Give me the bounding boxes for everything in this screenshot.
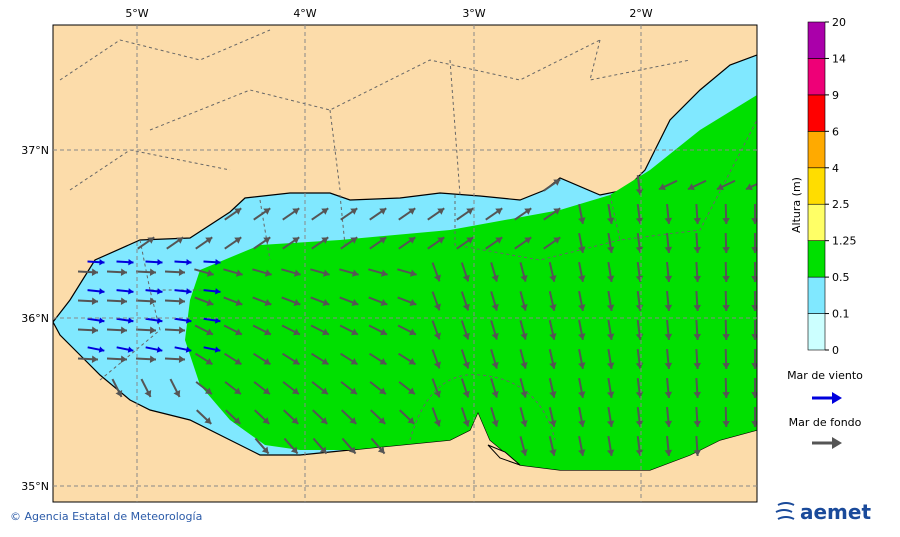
logo: aemet	[800, 500, 871, 524]
lon-label: 2°W	[629, 7, 652, 20]
colorbar-segment	[808, 131, 825, 167]
lon-label: 4°W	[293, 7, 316, 20]
logo-icon	[776, 503, 794, 519]
colorbar-segment	[808, 241, 825, 277]
colorbar-segment	[808, 168, 825, 204]
colorbar-label: 9	[832, 89, 839, 102]
colorbar: 0 0.1 0.5 1.25 2.5 4 6 9 14 20	[808, 16, 857, 357]
legend-arrow-head	[832, 437, 842, 449]
colorbar-label: 14	[832, 52, 846, 65]
colorbar-label: 1.25	[832, 235, 857, 248]
colorbar-segment	[808, 314, 825, 350]
colorbar-segment	[808, 58, 825, 94]
lat-label: 37°N	[21, 144, 49, 157]
colorbar-label: 0.1	[832, 308, 850, 321]
legend-label: Mar de fondo	[789, 416, 862, 429]
colorbar-segment	[808, 95, 825, 131]
colorbar-label: 4	[832, 162, 839, 175]
legend-label: Mar de viento	[787, 369, 863, 382]
colorbar-segment	[808, 277, 825, 313]
credit: © Agencia Estatal de Meteorología	[10, 510, 202, 523]
colorbar-label: 2.5	[832, 198, 850, 211]
colorbar-label: 20	[832, 16, 846, 29]
legend-arrow-head	[832, 392, 842, 404]
colorbar-label: 0	[832, 344, 839, 357]
lon-label: 3°W	[462, 7, 485, 20]
colorbar-segment	[808, 22, 825, 58]
colorbar-label: 6	[832, 125, 839, 138]
colorbar-label: 0.5	[832, 271, 850, 284]
lon-label: 5°W	[125, 7, 148, 20]
lat-label: 35°N	[21, 480, 49, 493]
map-area	[53, 25, 764, 502]
lat-label: 36°N	[21, 312, 49, 325]
colorbar-title: Altura (m)	[790, 177, 803, 233]
colorbar-segment	[808, 204, 825, 240]
